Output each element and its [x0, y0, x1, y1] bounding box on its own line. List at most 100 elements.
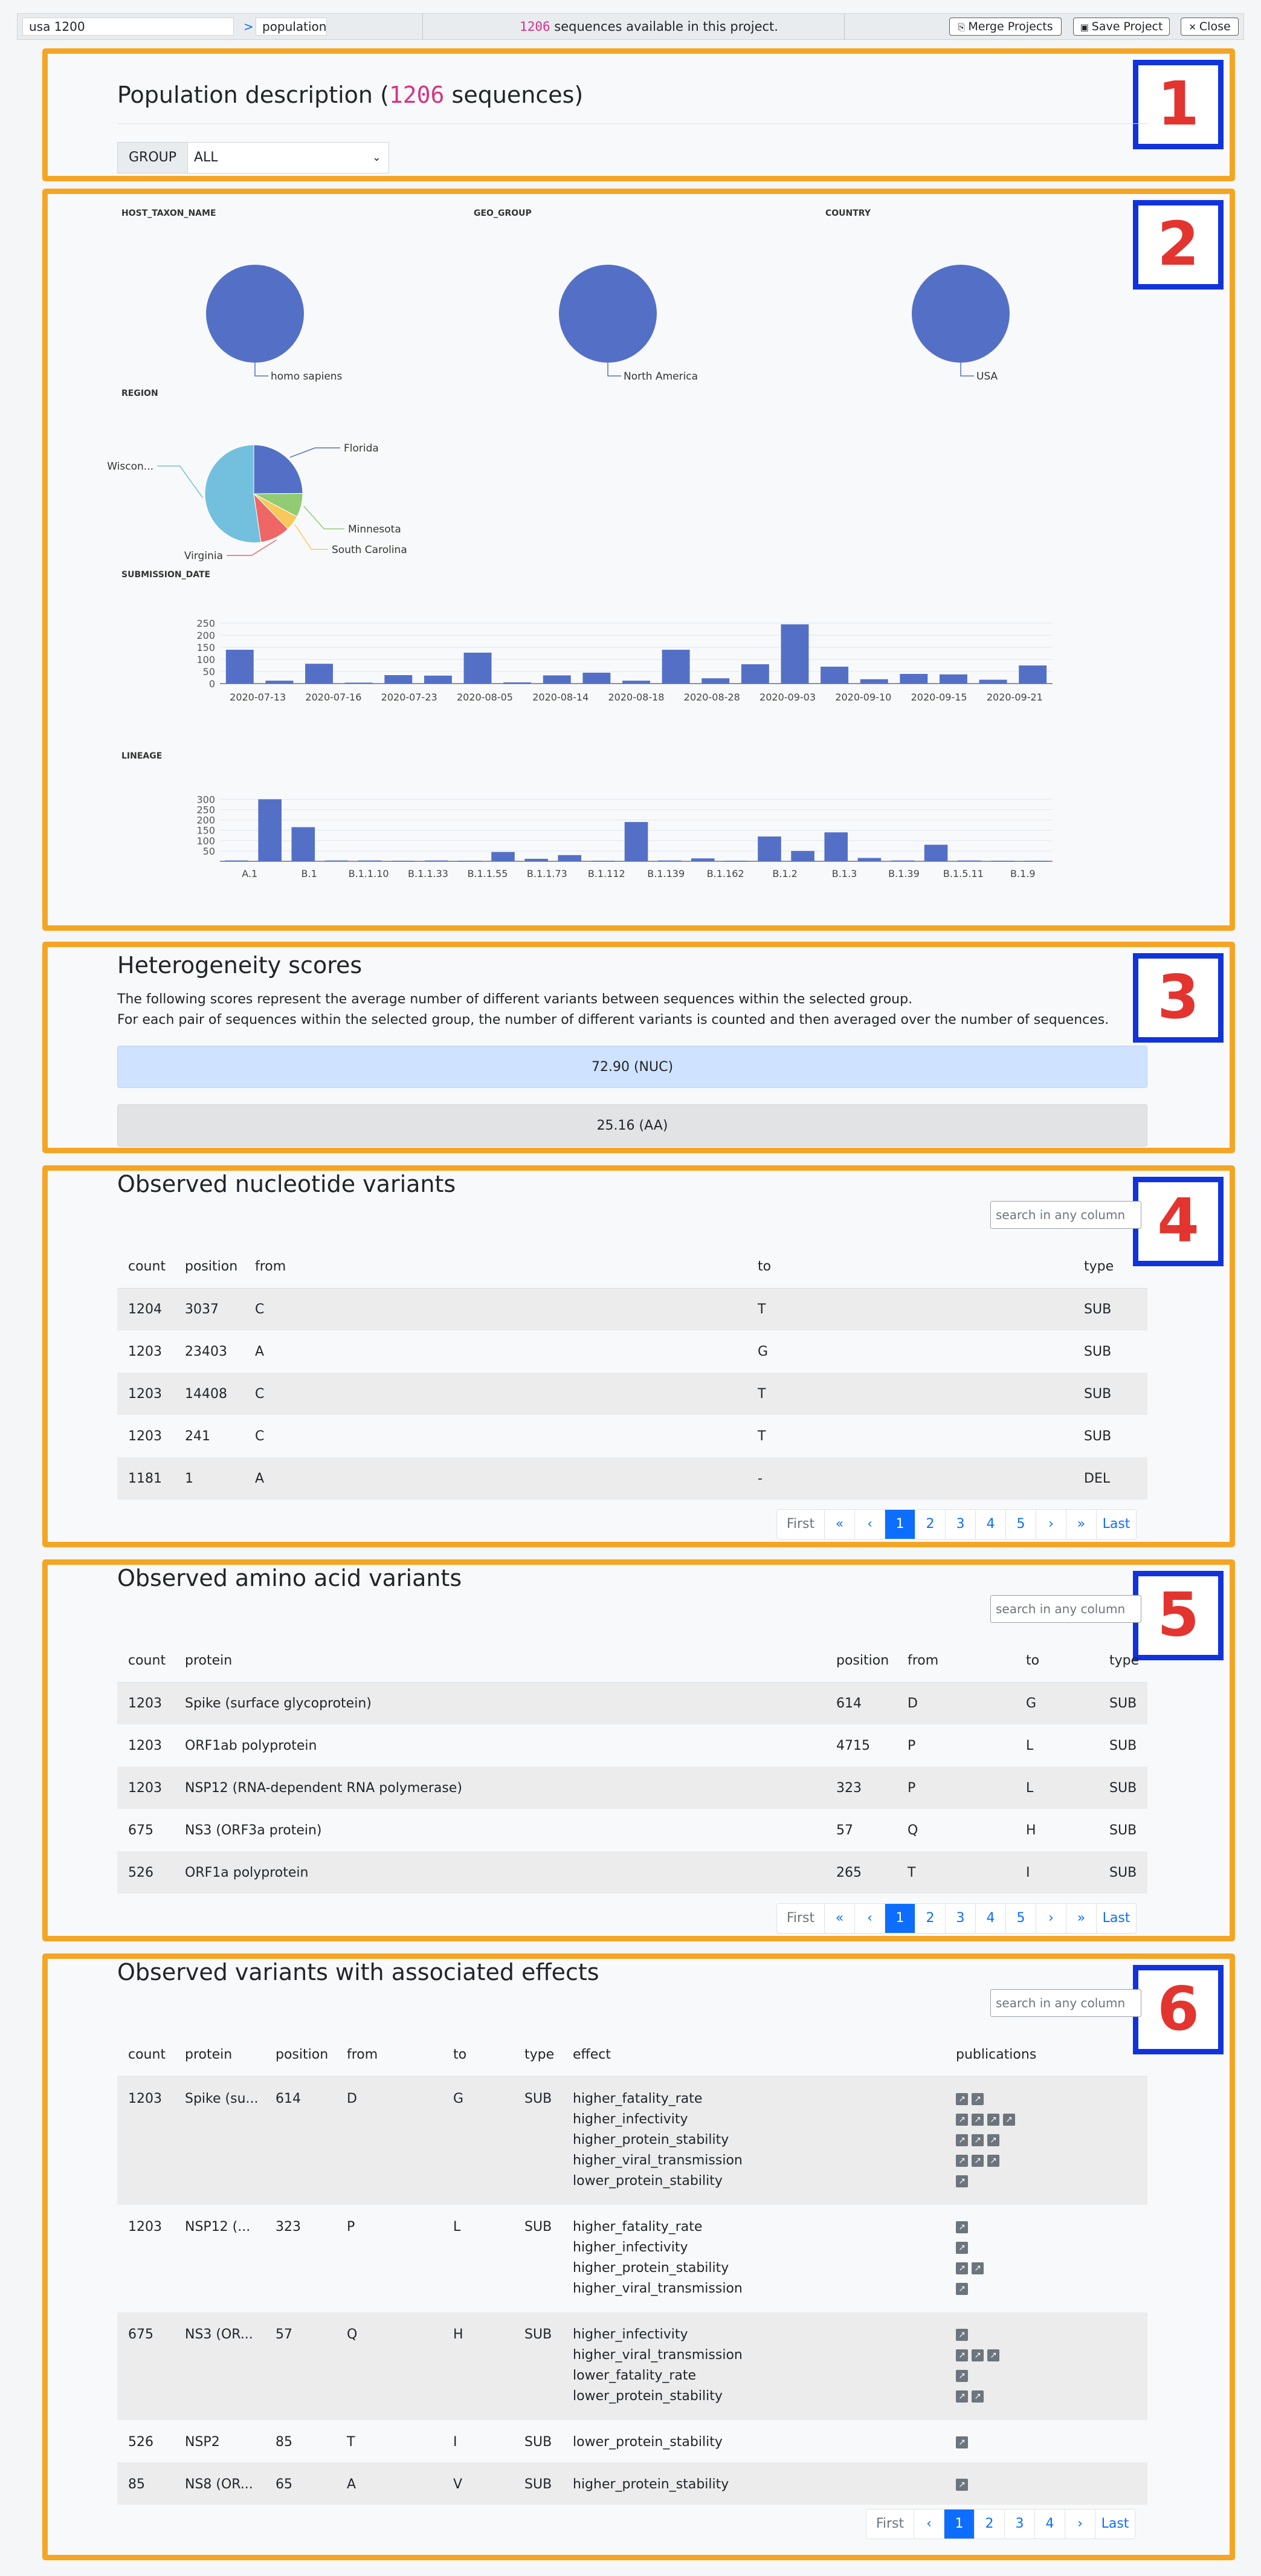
- external-link-icon[interactable]: ↗: [956, 2175, 968, 2187]
- submission-date-bar[interactable]: [900, 674, 928, 684]
- page-link[interactable]: 5: [1005, 1510, 1036, 1539]
- table-row[interactable]: 526 NSP2 85 T I SUB lower_protein_stability ↗: [117, 2419, 1147, 2462]
- external-link-icon[interactable]: ↗: [956, 2390, 968, 2403]
- submission-date-bar[interactable]: [821, 667, 849, 684]
- page-link[interactable]: 2: [915, 1510, 945, 1539]
- table-row[interactable]: 675 NS3 (ORF3a protein) 57 Q H SUB: [117, 1809, 1147, 1851]
- column-header-from[interactable]: from: [244, 1246, 747, 1289]
- lineage-bar[interactable]: [291, 827, 315, 861]
- column-header-type[interactable]: type: [514, 2034, 562, 2077]
- lineage-bar[interactable]: [691, 858, 715, 861]
- column-header-position[interactable]: position: [265, 2034, 336, 2077]
- page-link[interactable]: 4: [975, 1510, 1005, 1539]
- submission-date-bar[interactable]: [503, 682, 532, 684]
- page-link[interactable]: 1: [885, 1904, 915, 1933]
- nucleotide-search-input[interactable]: search in any column: [990, 1201, 1141, 1229]
- country-pie-slice[interactable]: [912, 265, 1010, 363]
- submission-date-bar[interactable]: [265, 681, 294, 684]
- external-link-icon[interactable]: ↗: [956, 2478, 968, 2491]
- page-link[interactable]: ‹: [854, 1510, 885, 1539]
- external-link-icon[interactable]: ↗: [972, 2390, 984, 2403]
- project-search-input[interactable]: usa 1200: [22, 18, 234, 36]
- external-link-icon[interactable]: ↗: [956, 2328, 968, 2341]
- submission-date-bar[interactable]: [1019, 665, 1047, 684]
- external-link-icon[interactable]: ↗: [956, 2241, 968, 2254]
- table-row[interactable]: 1203 Spike (su... 614 D G SUB higher_fatality_…: [117, 2076, 1147, 2205]
- page-link[interactable]: Last: [1096, 1904, 1136, 1933]
- page-link[interactable]: First: [777, 1510, 824, 1539]
- table-row[interactable]: 675 NS3 (OR... 57 Q H SUB higher_infectivity hi…: [117, 2312, 1147, 2420]
- submission-date-bar[interactable]: [781, 624, 809, 684]
- page-link[interactable]: ‹: [854, 1904, 885, 1933]
- column-header-to[interactable]: to: [442, 2034, 514, 2077]
- page-link[interactable]: ‹: [914, 2510, 944, 2539]
- external-link-icon[interactable]: ↗: [956, 2262, 968, 2274]
- lineage-bar[interactable]: [791, 850, 814, 861]
- column-header-protein[interactable]: protein: [174, 1640, 825, 1683]
- submission-date-bar[interactable]: [662, 650, 690, 684]
- page-link[interactable]: «: [824, 1510, 854, 1539]
- external-link-icon[interactable]: ↗: [972, 2134, 984, 2146]
- table-row[interactable]: 526 ORF1a polyprotein 265 T I SUB: [117, 1851, 1147, 1894]
- page-link[interactable]: 1: [944, 2510, 974, 2539]
- column-header-count[interactable]: count: [117, 1246, 174, 1289]
- external-link-icon[interactable]: ↗: [987, 2134, 999, 2146]
- submission-date-bar[interactable]: [622, 681, 650, 684]
- region-pie-slice[interactable]: [253, 444, 303, 494]
- page-link[interactable]: 3: [945, 1510, 975, 1539]
- external-link-icon[interactable]: ↗: [972, 2092, 984, 2105]
- page-link[interactable]: 1: [885, 1510, 915, 1539]
- submission-date-bar[interactable]: [582, 673, 611, 684]
- column-header-publications[interactable]: publications: [945, 2034, 1147, 2077]
- table-row[interactable]: 1204 3037 C T SUB: [117, 1288, 1147, 1330]
- column-header-protein[interactable]: protein: [174, 2034, 265, 2077]
- external-link-icon[interactable]: ↗: [972, 2113, 984, 2126]
- external-link-icon[interactable]: ↗: [972, 2262, 984, 2274]
- submission-date-bar[interactable]: [463, 652, 492, 684]
- page-link[interactable]: »: [1066, 1510, 1096, 1539]
- external-link-icon[interactable]: ↗: [956, 2113, 968, 2126]
- submission-date-bar[interactable]: [424, 675, 452, 684]
- submission-date-bar[interactable]: [979, 679, 1007, 684]
- page-link[interactable]: 2: [974, 2510, 1004, 2539]
- column-header-type[interactable]: type: [1073, 1246, 1147, 1289]
- lineage-bar[interactable]: [824, 832, 848, 861]
- page-link[interactable]: «: [824, 1904, 854, 1933]
- lineage-bar[interactable]: [758, 836, 781, 861]
- external-link-icon[interactable]: ↗: [956, 2349, 968, 2361]
- page-link[interactable]: ›: [1036, 1904, 1066, 1933]
- submission-date-bar[interactable]: [225, 650, 254, 684]
- page-link[interactable]: 5: [1005, 1904, 1036, 1933]
- table-row[interactable]: 1203 NSP12 (... 323 P L SUB higher_fatality_ra…: [117, 2204, 1147, 2312]
- external-link-icon[interactable]: ↗: [956, 2154, 968, 2167]
- page-link[interactable]: 3: [1004, 2510, 1034, 2539]
- column-header-to[interactable]: to: [747, 1246, 1073, 1289]
- effects-search-input[interactable]: search in any column: [990, 1989, 1141, 2017]
- submission-date-bar[interactable]: [860, 679, 888, 684]
- geo-pie-slice[interactable]: [559, 265, 657, 363]
- external-link-icon[interactable]: ↗: [956, 2134, 968, 2146]
- breadcrumb-item-population[interactable]: population: [256, 18, 327, 36]
- external-link-icon[interactable]: ↗: [956, 2092, 968, 2105]
- submission-date-bar[interactable]: [701, 678, 730, 684]
- page-link[interactable]: 3: [945, 1904, 975, 1933]
- amino-acid-search-input[interactable]: search in any column: [990, 1595, 1141, 1623]
- external-link-icon[interactable]: ↗: [956, 2282, 968, 2295]
- merge-projects-button[interactable]: ⎘ Merge Projects: [949, 18, 1062, 36]
- external-link-icon[interactable]: ↗: [987, 2349, 999, 2361]
- column-header-position[interactable]: position: [825, 1640, 897, 1683]
- external-link-icon[interactable]: ↗: [987, 2113, 999, 2126]
- external-link-icon[interactable]: ↗: [956, 2436, 968, 2448]
- submission-date-bar[interactable]: [384, 675, 413, 684]
- lineage-bar[interactable]: [524, 858, 548, 861]
- page-link[interactable]: Last: [1095, 2510, 1135, 2539]
- submission-date-bar[interactable]: [741, 664, 769, 684]
- lineage-bar[interactable]: [491, 852, 515, 861]
- column-header-type[interactable]: type: [1098, 1640, 1147, 1683]
- external-link-icon[interactable]: ↗: [972, 2349, 984, 2361]
- group-select[interactable]: ALL: [194, 150, 218, 165]
- column-header-count[interactable]: count: [117, 1640, 174, 1683]
- external-link-icon[interactable]: ↗: [956, 2221, 968, 2233]
- external-link-icon[interactable]: ↗: [956, 2369, 968, 2382]
- external-link-icon[interactable]: ↗: [987, 2154, 999, 2167]
